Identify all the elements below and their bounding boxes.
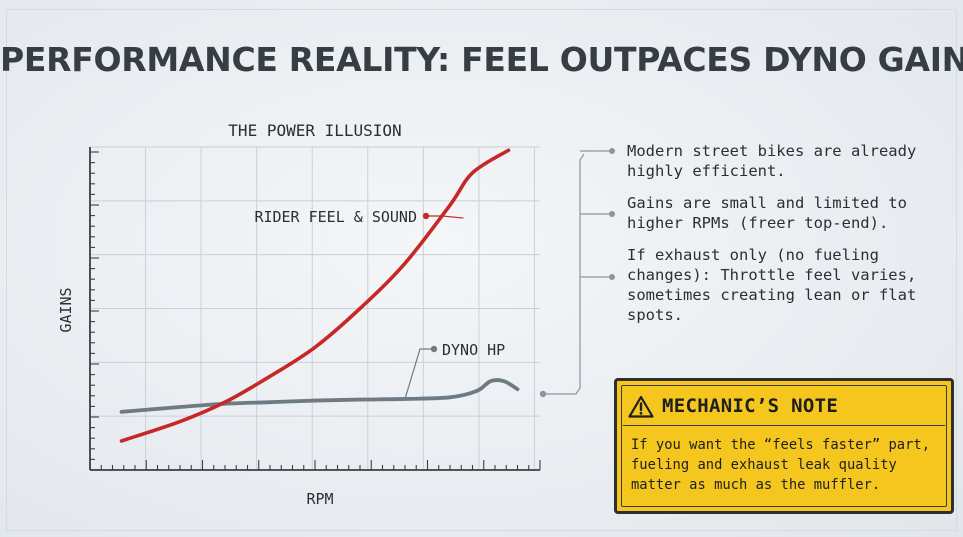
- mechanics-note-box: MECHANIC’S NOTE If you want the “feels f…: [614, 378, 954, 514]
- chart-series: [119, 148, 520, 443]
- note-item: If exhaust only (no fueling changes): Th…: [627, 246, 917, 324]
- mechanics-note-body: If you want the “feels faster” part, fue…: [631, 437, 931, 493]
- series-line-rider-feel: [119, 148, 511, 443]
- note-item: Gains are small and limited to higher RP…: [627, 194, 907, 232]
- y-axis-label: GAINS: [57, 287, 75, 332]
- series-label-rider-feel: RIDER FEEL & SOUND: [254, 208, 417, 226]
- connector-brace: [546, 153, 585, 395]
- chart-ticks: [90, 151, 541, 471]
- mechanics-note-header: MECHANIC’S NOTE: [628, 391, 943, 421]
- notes-connector: [539, 148, 615, 398]
- page-title: PERFORMANCE REALITY: FEEL OUTPACES DYNO …: [0, 40, 963, 79]
- panel-frame: [6, 9, 957, 531]
- series-label-dyno-hp: DYNO HP: [442, 341, 505, 359]
- chart-axes: [89, 147, 540, 471]
- mechanics-note-inner-border: [621, 385, 947, 507]
- note-item: Modern street bikes are already highly e…: [627, 142, 917, 180]
- chart-title: THE POWER ILLUSION: [228, 121, 401, 140]
- connector-dot-note: [609, 148, 615, 154]
- mechanics-note-title: MECHANIC’S NOTE: [662, 395, 839, 417]
- mechanics-note-divider: [623, 425, 945, 426]
- warning-icon: [628, 395, 654, 418]
- connector-dot-note: [609, 211, 615, 217]
- series-line-dyno-hp: [119, 378, 520, 414]
- connector-dot-note: [609, 274, 615, 280]
- notes-list: Modern street bikes are already highly e…: [627, 141, 957, 337]
- x-axis-label: RPM: [306, 490, 333, 508]
- callout-leader-dyno-hp: [404, 348, 434, 400]
- series-callouts: [404, 212, 464, 400]
- connector-dot-chart: [539, 390, 547, 398]
- callout-leader-rider-feel: [426, 215, 464, 219]
- chart-grid: [90, 146, 540, 470]
